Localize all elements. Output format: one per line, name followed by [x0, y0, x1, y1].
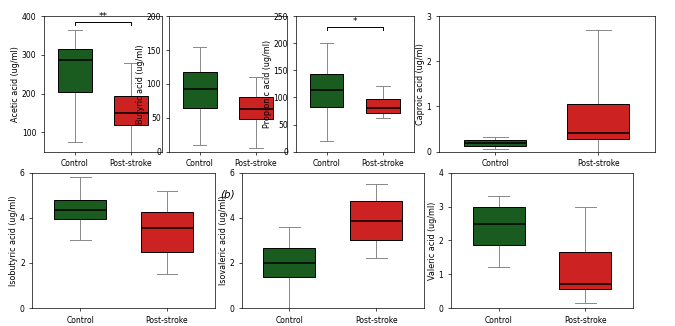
Y-axis label: Isovaleric acid (ug/ml): Isovaleric acid (ug/ml)	[219, 196, 227, 285]
Bar	[472, 207, 524, 245]
Bar	[310, 74, 344, 107]
Bar	[239, 97, 273, 119]
Bar	[464, 140, 526, 146]
Y-axis label: Butyric acid (ug/ml): Butyric acid (ug/ml)	[136, 44, 145, 124]
Y-axis label: Propionic acid (ug/ml): Propionic acid (ug/ml)	[263, 40, 272, 128]
Bar	[560, 252, 612, 289]
Text: (a): (a)	[96, 189, 110, 200]
Y-axis label: Acetic acid (ug/ml): Acetic acid (ug/ml)	[11, 46, 20, 122]
Text: (b): (b)	[221, 189, 235, 200]
Text: **: **	[99, 12, 107, 22]
Bar	[114, 96, 148, 125]
Bar	[141, 212, 193, 252]
Bar	[350, 201, 402, 241]
Text: (c): (c)	[348, 189, 362, 200]
Bar	[366, 99, 400, 112]
Bar	[183, 72, 217, 108]
Bar	[567, 104, 629, 139]
Y-axis label: Valeric acid (ug/ml): Valeric acid (ug/ml)	[428, 201, 437, 280]
Y-axis label: Caproic acid (ug/ml): Caproic acid (ug/ml)	[416, 43, 425, 125]
Bar	[263, 248, 315, 276]
Text: (d): (d)	[539, 189, 554, 200]
Bar	[54, 200, 106, 219]
Text: *: *	[352, 18, 357, 26]
Bar	[58, 49, 92, 92]
Y-axis label: Isobutyric acid (ug/ml): Isobutyric acid (ug/ml)	[9, 195, 18, 286]
